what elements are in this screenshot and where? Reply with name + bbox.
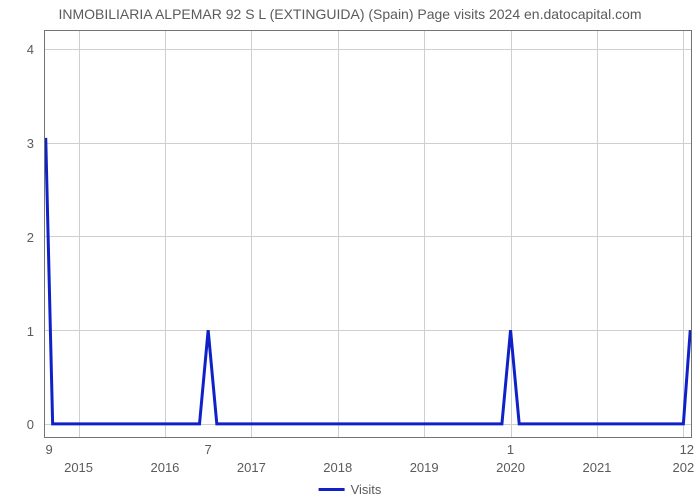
plot-area	[44, 30, 692, 438]
x-tick-label: 2018	[323, 460, 352, 475]
x-tick-label: 2016	[150, 460, 179, 475]
legend-swatch	[319, 488, 345, 491]
bottom-number-label: 1	[507, 442, 514, 457]
chart-title: INMOBILIARIA ALPEMAR 92 S L (EXTINGUIDA)…	[0, 6, 700, 22]
legend: Visits	[319, 482, 382, 497]
x-tick-label: 2021	[582, 460, 611, 475]
y-tick-label: 1	[0, 324, 34, 339]
x-tick-label: 2020	[496, 460, 525, 475]
y-tick-label: 3	[0, 136, 34, 151]
bottom-number-label: 9	[46, 442, 53, 457]
y-tick-label: 4	[0, 42, 34, 57]
bottom-number-label: 12	[680, 442, 694, 457]
x-tick-label: 2019	[410, 460, 439, 475]
chart-container: INMOBILIARIA ALPEMAR 92 S L (EXTINGUIDA)…	[0, 0, 700, 500]
y-tick-label: 0	[0, 417, 34, 432]
line-series	[44, 30, 692, 438]
x-tick-label: 2015	[64, 460, 93, 475]
visits-line	[46, 138, 691, 424]
x-tick-label: 2017	[237, 460, 266, 475]
x-tick-label: 202	[673, 460, 695, 475]
bottom-number-label: 7	[205, 442, 212, 457]
legend-label: Visits	[351, 482, 382, 497]
y-tick-label: 2	[0, 230, 34, 245]
